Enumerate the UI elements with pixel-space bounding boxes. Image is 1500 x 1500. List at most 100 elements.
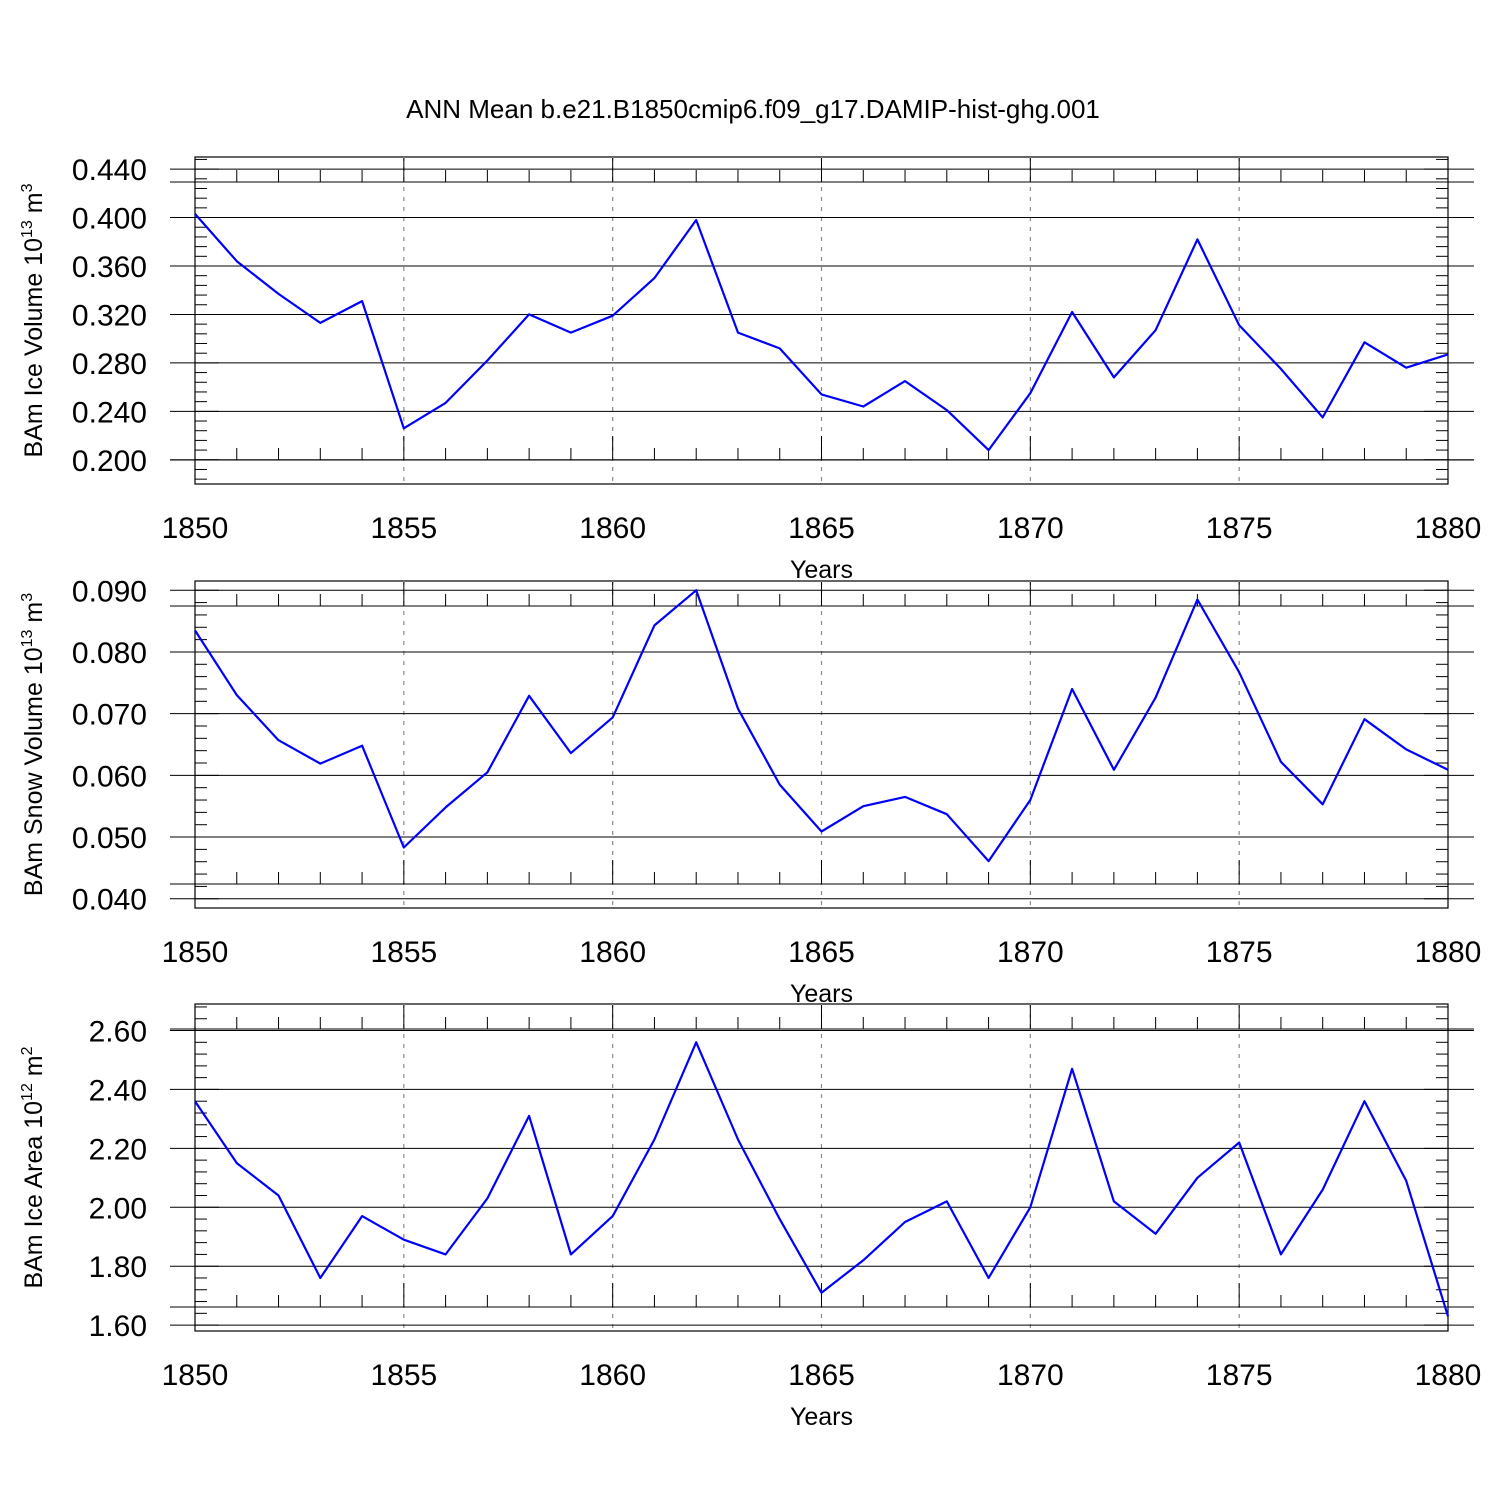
ice-volume-x-tick-label: 1880 [1415,512,1482,545]
ice-area-data-point [987,1276,991,1280]
snow-volume-data-point [277,738,281,742]
ice-volume-data-point [527,312,531,316]
ice-volume-y-tick-label: 0.240 [72,396,147,429]
snow-volume-series-line [194,589,1449,863]
snow-volume-data-point [1070,687,1074,691]
ice-volume-data-point [235,259,239,263]
snow-volume-x-tick-label: 1850 [162,936,229,969]
snow-volume-x-tick-label: 1860 [579,936,646,969]
ice-area-y-tick-label: 2.00 [89,1192,147,1225]
ice-volume-series-line [194,213,1449,452]
ice-volume-y-tick-label: 0.360 [72,251,147,284]
ice-area-data-point [694,1040,698,1044]
snow-volume-data-point [611,715,615,719]
ice-volume-data-point [694,218,698,222]
snow-volume-data-point [402,846,406,850]
snow-volume-y-tick-label: 0.070 [72,699,147,732]
snow-volume-y-axis-exponent: 13 [19,629,36,647]
ice-area-data-point [1446,1314,1450,1318]
ice-volume-data-point [1028,391,1032,395]
ice-area-x-tick-label: 1860 [579,1359,646,1392]
ice-volume-data-point [1404,366,1408,370]
ice-area-y-tick-label: 1.60 [89,1310,147,1343]
ice-volume-data-point [193,212,197,216]
ice-volume-data-point [1112,375,1116,379]
snow-volume-data-point [1362,717,1366,721]
snow-volume-data-point [360,744,364,748]
ice-area-data-point [402,1238,406,1242]
ice-volume-data-point [569,331,573,335]
ice-area-data-point [1154,1232,1158,1236]
ice-volume-data-point [402,426,406,430]
ice-volume-data-point [1154,328,1158,332]
panel-ice-volume: 1850 1855 1860 1865 1870 1875 1880 0.200 0.240 0.… [19,154,1481,584]
ice-area-data-point [1404,1179,1408,1183]
ice-volume-data-point [778,346,782,350]
ice-volume-data-point [1195,237,1199,241]
ice-volume-y-tick-label: 0.400 [72,203,147,236]
ice-volume-data-point [1070,310,1074,314]
snow-volume-y-tick-label: 0.050 [72,822,147,855]
snow-volume-data-point [778,783,782,787]
ice-area-data-point [861,1258,865,1262]
ice-volume-y-axis-exponent: 13 [19,220,36,238]
snow-volume-data-point [1195,598,1199,602]
ice-volume-data-point [1237,323,1241,327]
ice-volume-y-tick-label: 0.280 [72,348,147,381]
ice-volume-data-point [277,292,281,296]
ice-area-y-axis-label: BAm Ice Area 1012 m2 [19,1046,48,1288]
ice-area-data-point [235,1161,239,1165]
snow-volume-y-tick-label: 0.040 [72,884,147,917]
snow-volume-x-axis-label: Years [790,980,853,1008]
ice-volume-data-point [360,299,364,303]
snow-volume-data-point [569,751,573,755]
ice-volume-data-point [485,358,489,362]
ice-area-y-axis-unit: m [20,1055,48,1083]
ice-area-y-axis-exponent: 12 [19,1083,36,1101]
ice-area-data-point [1070,1067,1074,1071]
ice-area-data-point [193,1099,197,1103]
snow-volume-data-point [485,770,489,774]
snow-volume-data-point [1028,798,1032,802]
snow-volume-data-point [861,804,865,808]
ice-volume-data-point [1362,340,1366,344]
ice-area-x-tick-label: 1880 [1415,1359,1482,1392]
snow-volume-x-tick-label: 1870 [997,936,1064,969]
snow-volume-data-point [1112,768,1116,772]
ice-volume-x-tick-label: 1860 [579,512,646,545]
snow-volume-data-point [318,762,322,766]
ice-area-data-point [945,1199,949,1203]
ice-area-y-tick-label: 2.60 [89,1016,147,1049]
ice-volume-x-tick-label: 1875 [1206,512,1273,545]
ice-volume-data-point [861,404,865,408]
ice-volume-y-axis-label: BAm Ice Volume 1013 m3 [19,183,48,457]
snow-volume-data-point [1237,670,1241,674]
ice-volume-y-tick-label: 0.200 [72,445,147,478]
snow-volume-data-point [1279,760,1283,764]
ice-area-y-tick-label: 2.40 [89,1074,147,1107]
ice-volume-y-tick-label: 0.440 [72,154,147,187]
ice-area-data-point [652,1138,656,1142]
ice-area-data-point [611,1214,615,1218]
snow-volume-y-tick-label: 0.060 [72,760,147,793]
snow-volume-y-tick-label: 0.090 [72,575,147,608]
ice-area-series-line [194,1041,1450,1317]
panel-snow-volume: 1850 1855 1860 1865 1870 1875 1880 0.040 0.050 0.… [19,575,1481,1008]
ice-area-y-tick-label: 1.80 [89,1251,147,1284]
ice-area-x-tick-label: 1875 [1206,1359,1273,1392]
ice-volume-data-point [1446,352,1450,356]
snow-volume-data-point [652,623,656,627]
ice-volume-data-point [318,321,322,325]
ice-volume-x-tick-label: 1850 [162,512,229,545]
ice-area-data-point [1362,1099,1366,1103]
ice-area-data-point [1279,1252,1283,1256]
ice-volume-data-point [820,392,824,396]
snow-volume-data-point [193,628,197,632]
ice-area-x-axis-label: Years [790,1403,853,1431]
snow-volume-data-point [1154,696,1158,700]
snow-volume-y-axis-label-text: BAm Snow Volume 10 [20,647,48,896]
ice-volume-x-tick-label: 1870 [997,512,1064,545]
snow-volume-x-tick-label: 1865 [788,936,855,969]
ice-volume-data-point [1321,415,1325,419]
